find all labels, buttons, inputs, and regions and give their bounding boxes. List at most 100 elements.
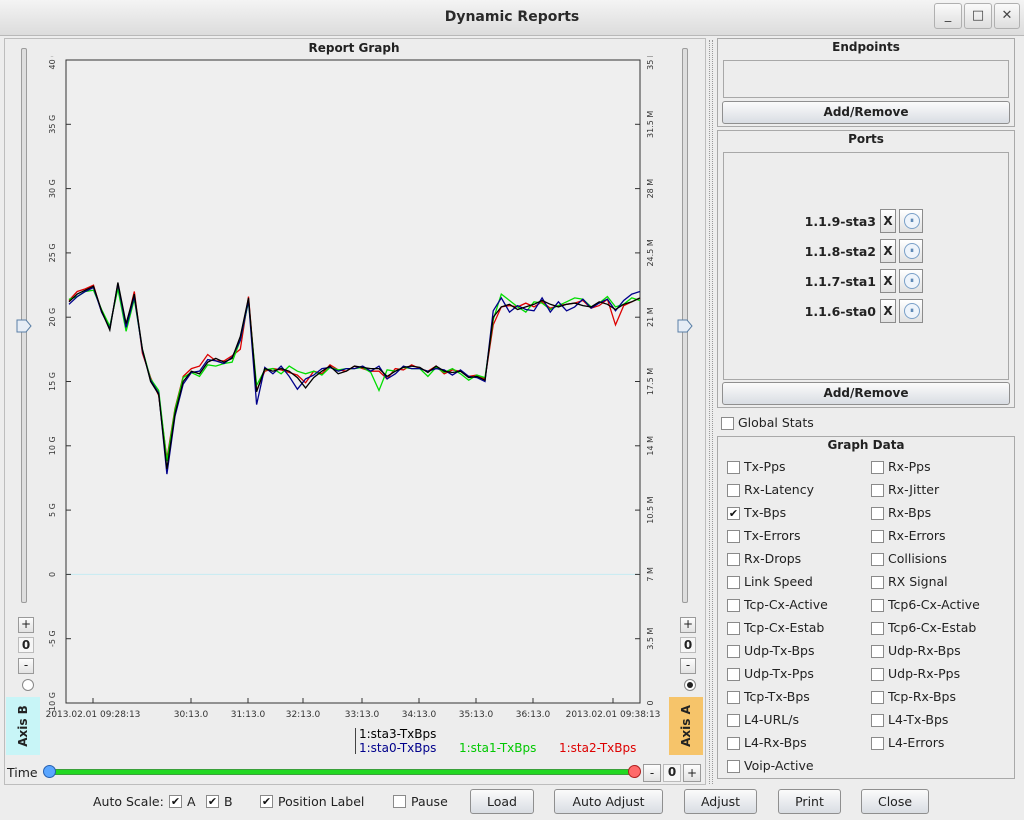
tcp-cx-estab-checkbox[interactable] <box>727 622 740 635</box>
port-pause-button[interactable] <box>899 269 923 293</box>
right-tick-label: 31.5 M <box>646 111 655 138</box>
axis-a-value: 0 <box>680 637 696 653</box>
tcp6-cx-estab-label: Tcp6-Cx-Estab <box>888 620 977 635</box>
udp-rx-bps-checkbox[interactable] <box>871 645 884 658</box>
position-label-checkbox[interactable]: ✔ <box>260 795 273 808</box>
port-pause-button[interactable] <box>899 209 923 233</box>
auto-scale-a-checkbox[interactable]: ✔ <box>169 795 182 808</box>
global-stats-checkbox[interactable] <box>721 417 734 430</box>
axis-a-slider-thumb[interactable] <box>677 319 693 333</box>
endpoints-list[interactable] <box>723 60 1009 98</box>
title-bar: Dynamic Reports _ □ ✕ <box>0 0 1024 36</box>
close-button[interactable]: Close <box>861 789 929 814</box>
collisions-checkbox[interactable] <box>871 553 884 566</box>
port-remove-button[interactable]: X <box>880 269 896 293</box>
auto-scale-b-checkbox[interactable]: ✔ <box>206 795 219 808</box>
tcp-tx-bps-checkbox[interactable] <box>727 691 740 704</box>
pause-checkbox[interactable] <box>393 795 406 808</box>
l4-errors-checkbox[interactable] <box>871 737 884 750</box>
l4-rx-bps-checkbox[interactable] <box>727 737 740 750</box>
legend-item-sta2: 1:sta2-TxBps <box>559 741 637 755</box>
tx-bps-checkbox[interactable]: ✔ <box>727 507 740 520</box>
tcp6-cx-active-checkbox[interactable] <box>871 599 884 612</box>
legend-divider <box>355 728 356 754</box>
rx-drops-checkbox[interactable] <box>727 553 740 566</box>
voip-active-checkbox[interactable] <box>727 760 740 773</box>
series-line-1-sta3-txbps <box>68 282 641 469</box>
close-window-button[interactable]: ✕ <box>994 3 1020 29</box>
time-minus-button[interactable]: - <box>643 764 661 782</box>
axis-b-tab[interactable]: Axis B <box>6 697 40 755</box>
port-remove-button[interactable]: X <box>880 239 896 263</box>
time-slider[interactable] <box>48 769 636 775</box>
tcp6-cx-estab-checkbox[interactable] <box>871 622 884 635</box>
right-tick-label: 35 M <box>646 56 655 70</box>
tcp6-cx-active-label: Tcp6-Cx-Active <box>888 597 980 612</box>
adjust-button[interactable]: Adjust <box>684 789 757 814</box>
plot-area <box>65 59 641 704</box>
time-value: 0 <box>663 764 681 782</box>
left-tick-label: -10 G <box>48 692 57 714</box>
endpoints-add-remove-button[interactable]: Add/Remove <box>722 101 1010 124</box>
x-tick-label: 30:13.0 <box>174 710 209 720</box>
report-graph[interactable]: 40 G 35 G 30 G 25 G 20 G 15 G 10 G 5 G 0 -5 G -10 … <box>36 56 662 756</box>
axis-b-radio[interactable] <box>22 679 34 691</box>
rx-bps-checkbox[interactable] <box>871 507 884 520</box>
time-slider-end-handle[interactable] <box>628 765 641 778</box>
rx-pps-label: Rx-Pps <box>888 459 931 474</box>
tcp-rx-bps-checkbox[interactable] <box>871 691 884 704</box>
right-tick-label: 17.5 M <box>646 368 655 395</box>
ports-title: Ports <box>848 132 884 146</box>
port-remove-button[interactable]: X <box>880 299 896 323</box>
load-button[interactable]: Load <box>470 789 534 814</box>
axis-b-slider-thumb[interactable] <box>16 319 32 333</box>
l4-tx-bps-checkbox[interactable] <box>871 714 884 727</box>
axis-a-radio[interactable] <box>684 679 696 691</box>
l4-url-s-checkbox[interactable] <box>727 714 740 727</box>
minimize-button[interactable]: _ <box>934 3 962 29</box>
right-tick-label: 24.5 M <box>646 239 655 266</box>
axis-a-minus-button[interactable]: - <box>680 658 696 674</box>
time-label: Time <box>7 765 38 780</box>
port-name: 1.1.8-sta2 <box>804 244 876 259</box>
rx-signal-checkbox[interactable] <box>871 576 884 589</box>
rx-latency-checkbox[interactable] <box>727 484 740 497</box>
axis-b-plus-button[interactable]: + <box>18 617 34 633</box>
ports-add-remove-button[interactable]: Add/Remove <box>722 382 1010 405</box>
x-tick-label: 35:13.0 <box>459 710 494 720</box>
x-tick-label: 33:13.0 <box>345 710 380 720</box>
udp-tx-pps-checkbox[interactable] <box>727 668 740 681</box>
time-plus-button[interactable]: + <box>683 764 701 782</box>
l4-tx-bps-label: L4-Tx-Bps <box>888 712 949 727</box>
rx-signal-label: RX Signal <box>888 574 948 589</box>
splitter[interactable] <box>709 40 713 784</box>
port-pause-button[interactable] <box>899 299 923 323</box>
rx-jitter-checkbox[interactable] <box>871 484 884 497</box>
rx-pps-checkbox[interactable] <box>871 461 884 474</box>
axis-b-minus-button[interactable]: - <box>18 658 34 674</box>
auto-adjust-button[interactable]: Auto Adjust <box>554 789 663 814</box>
tx-pps-checkbox[interactable] <box>727 461 740 474</box>
rx-errors-checkbox[interactable] <box>871 530 884 543</box>
axis-a-plus-button[interactable]: + <box>680 617 696 633</box>
x-tick-label: 34:13.0 <box>402 710 437 720</box>
udp-tx-bps-checkbox[interactable] <box>727 645 740 658</box>
tcp-cx-active-checkbox[interactable] <box>727 599 740 612</box>
left-tick-label: 25 G <box>48 243 57 262</box>
time-slider-start-handle[interactable] <box>43 765 56 778</box>
left-tick-label: 15 G <box>48 372 57 391</box>
print-button[interactable]: Print <box>778 789 841 814</box>
link-speed-checkbox[interactable] <box>727 576 740 589</box>
axis-a-tab[interactable]: Axis A <box>669 697 703 755</box>
window-title: Dynamic Reports <box>444 9 580 25</box>
port-pause-button[interactable] <box>899 239 923 263</box>
tx-errors-checkbox[interactable] <box>727 530 740 543</box>
maximize-icon: □ <box>971 8 985 23</box>
udp-rx-pps-checkbox[interactable] <box>871 668 884 681</box>
right-tick-label: 3.5 M <box>646 628 655 650</box>
port-remove-button[interactable]: X <box>880 209 896 233</box>
maximize-button[interactable]: □ <box>964 3 992 29</box>
voip-active-label: Voip-Active <box>744 758 814 773</box>
legend-item-sta3: 1:sta3-TxBps <box>359 727 437 741</box>
x-tick-label: 32:13.0 <box>286 710 321 720</box>
